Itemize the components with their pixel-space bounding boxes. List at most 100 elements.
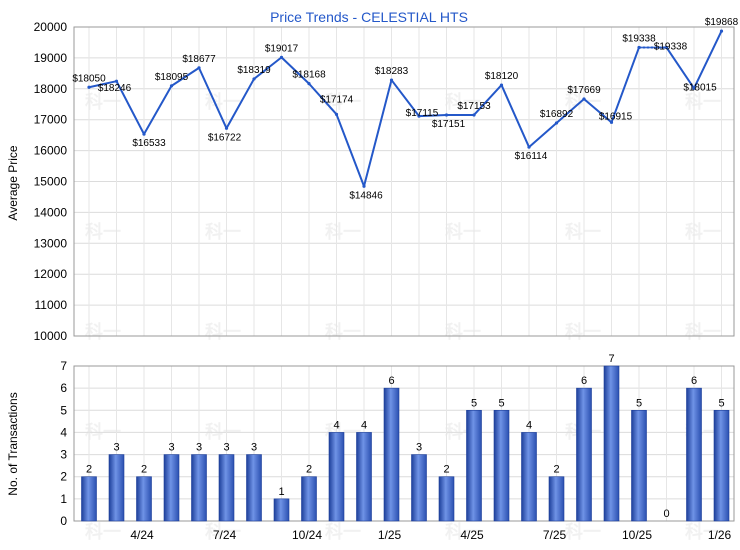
- watermark-text: 科一: [685, 321, 721, 343]
- watermark-text: 科一: [445, 321, 481, 343]
- price-data-label: $16915: [599, 111, 633, 122]
- chart-title: Price Trends - CELESTIAL HTS: [270, 9, 468, 25]
- price-data-labels: $18050$18246 $16533 $18095 $18677 $16722 $183…: [72, 17, 738, 201]
- transaction-bar: [713, 409, 730, 522]
- price-y-tick-label: 19000: [34, 51, 68, 65]
- watermark-text: 科一: [85, 221, 121, 243]
- transactions-y-tick-label: 3: [60, 448, 67, 462]
- price-y-tick-label: 16000: [34, 144, 68, 158]
- transaction-bar: [273, 498, 290, 522]
- price-point: [307, 82, 311, 86]
- price-point: [389, 78, 394, 82]
- price-data-label: $17115: [406, 108, 439, 119]
- price-point: [692, 86, 696, 90]
- watermark-text: 科一: [85, 521, 121, 543]
- price-plot-border: [73, 26, 735, 337]
- price-y-tick-label: 18000: [34, 82, 68, 96]
- price-y-tick-label: 20000: [34, 20, 68, 34]
- price-point: [197, 66, 201, 70]
- price-point: [499, 83, 504, 87]
- price-line-segment: [500, 84, 530, 149]
- watermark-text: 科一: [205, 91, 241, 113]
- price-point: [334, 112, 339, 116]
- watermark-text: 科一: [325, 221, 361, 243]
- price-line-segment: [363, 79, 393, 188]
- transaction-count-label: 1: [278, 486, 284, 498]
- price-data-label: $18120: [485, 71, 519, 82]
- transaction-count-label: 5: [471, 397, 477, 409]
- transaction-bar: [548, 476, 565, 522]
- price-data-label: $17151: [432, 119, 466, 130]
- transaction-count-label: 4: [333, 419, 339, 431]
- price-point: [527, 145, 531, 149]
- watermark-text: 科一: [325, 521, 361, 543]
- watermark-text: 科一: [205, 521, 241, 543]
- transaction-bar: [438, 476, 455, 522]
- transaction-count-label: 4: [526, 419, 532, 431]
- price-series: [87, 29, 724, 188]
- price-y-tick-label: 11000: [35, 298, 68, 312]
- transaction-bar: [108, 454, 125, 522]
- price-axis-title: Average Price: [6, 145, 20, 220]
- price-data-label: $19338: [654, 41, 688, 52]
- price-line-segment: [528, 122, 558, 149]
- transaction-bar: [631, 409, 647, 522]
- price-data-label: $14846: [349, 190, 383, 201]
- x-tick-label: 7/25: [543, 528, 567, 542]
- price-data-label: $18283: [375, 66, 409, 77]
- transaction-count-label: 2: [141, 464, 147, 476]
- transaction-bar: [136, 476, 152, 522]
- price-y-tick-label: 17000: [34, 113, 68, 127]
- watermark-text: 科一: [445, 521, 481, 543]
- transaction-bar: [328, 432, 345, 522]
- transaction-count-label: 3: [416, 442, 422, 454]
- price-line-segment: [88, 80, 118, 89]
- transaction-bar: [356, 432, 372, 522]
- price-y-tick-label: 13000: [34, 236, 68, 250]
- watermark-text: 科一: [205, 221, 241, 243]
- price-data-label: $16114: [515, 151, 548, 162]
- price-line-segment: [610, 46, 640, 124]
- price-point: [169, 84, 174, 88]
- price-point: [554, 121, 559, 125]
- watermark-text: 科一: [445, 91, 481, 113]
- transaction-count-label: 7: [608, 353, 614, 365]
- transaction-bar: [576, 387, 592, 522]
- price-data-label: $19338: [622, 33, 656, 44]
- transaction-bar: [81, 476, 97, 522]
- transactions-y-tick-label: 2: [60, 470, 67, 484]
- transaction-bar: [301, 476, 317, 522]
- transactions-plot-border: [73, 365, 735, 522]
- transaction-bar: [686, 387, 702, 522]
- transaction-count-label: 3: [196, 442, 202, 454]
- price-data-label: $18095: [155, 72, 189, 83]
- transaction-bar: [218, 454, 235, 522]
- transactions-bars: [81, 365, 730, 522]
- price-point: [719, 29, 724, 33]
- transaction-count-label: 6: [388, 375, 394, 387]
- transaction-count-label: 2: [553, 464, 559, 476]
- price-line-segment: [583, 98, 613, 124]
- price-data-label: $18050: [72, 73, 106, 84]
- transaction-bar: [603, 365, 620, 522]
- price-y-ticks: 10000 11000 12000 13000 14000 15000 16000 17000…: [34, 20, 68, 343]
- price-line-segment: [693, 30, 723, 90]
- price-point: [114, 79, 119, 83]
- watermark-text: 科一: [205, 321, 241, 343]
- price-line-segment: [280, 56, 310, 85]
- transactions-y-ticks: 0 1 2 3 4 5 6 7: [60, 359, 67, 528]
- price-line-segment: [115, 80, 145, 136]
- price-line-segment: [335, 113, 365, 188]
- watermark-text: 科一: [565, 521, 601, 543]
- watermark-text: 科一: [685, 221, 721, 243]
- price-data-label: $18015: [683, 82, 717, 93]
- x-tick-label: 1/26: [708, 528, 732, 542]
- transactions-y-tick-label: 0: [60, 514, 67, 528]
- transaction-bar: [163, 454, 180, 522]
- transactions-y-tick-label: 1: [60, 492, 67, 506]
- transaction-bar: [383, 387, 400, 522]
- price-point: [444, 113, 449, 117]
- price-point: [582, 97, 586, 101]
- transaction-count-label: 2: [443, 464, 449, 476]
